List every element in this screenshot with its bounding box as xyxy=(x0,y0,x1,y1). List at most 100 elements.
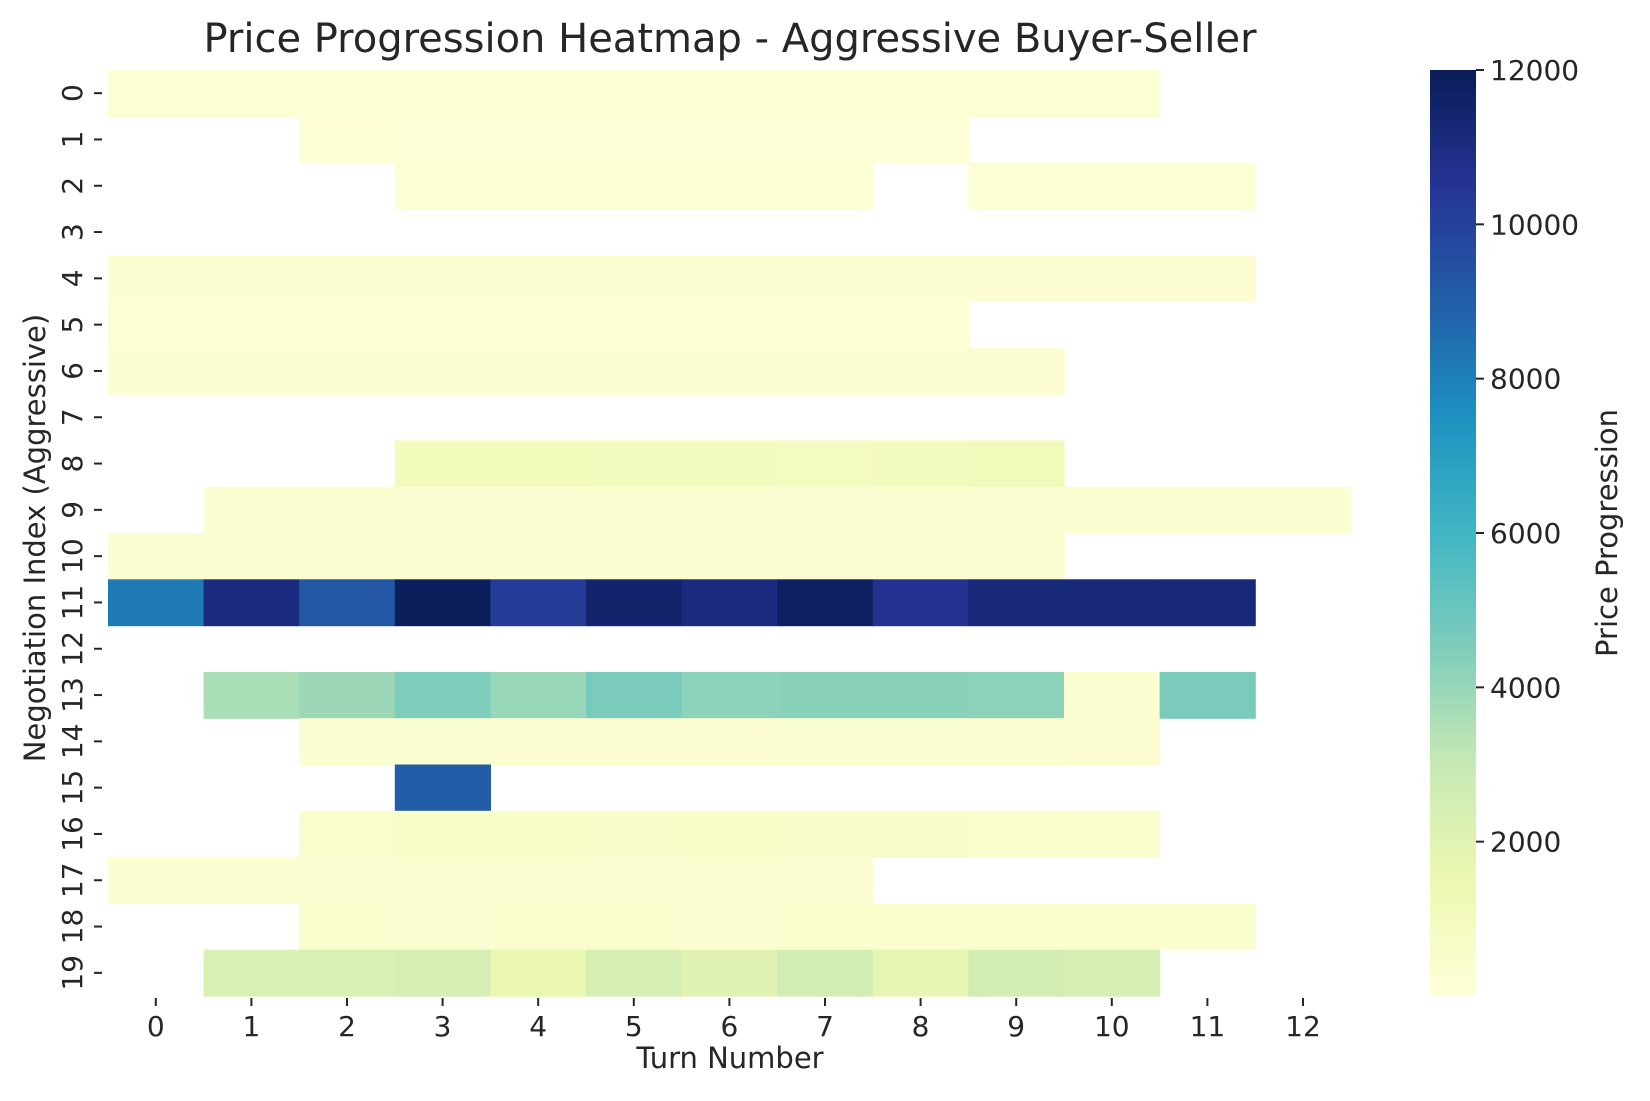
heatmap-cell xyxy=(299,857,396,904)
heatmap-cell xyxy=(681,718,778,766)
x-tick-label: 6 xyxy=(720,1010,738,1043)
heatmap-cell xyxy=(108,70,205,117)
x-tick-label: 9 xyxy=(1007,1010,1025,1043)
heatmap-cell xyxy=(681,347,778,395)
heatmap-cell xyxy=(968,162,1065,210)
heatmap-cell xyxy=(872,903,969,951)
heatmap-cell xyxy=(490,162,587,210)
heatmap-cell xyxy=(681,301,778,349)
heatmap-cell xyxy=(1064,162,1161,210)
y-axis-label: Negotiation Index (Aggressive) xyxy=(18,314,52,762)
heatmap-cell xyxy=(1159,162,1256,210)
y-tick-label: 4 xyxy=(56,269,89,287)
heatmap-cell xyxy=(394,810,491,858)
heatmap-cell xyxy=(681,255,778,303)
heatmap-cell xyxy=(394,949,491,997)
heatmap-cell xyxy=(299,671,396,719)
colorbar-tick-label: 6000 xyxy=(1490,517,1561,550)
heatmap-cell xyxy=(681,486,778,534)
y-tick-label: 7 xyxy=(56,408,89,426)
heatmap-cell xyxy=(203,671,300,719)
heatmap-cell xyxy=(586,255,683,303)
heatmap-cell xyxy=(203,255,300,303)
y-tick-label: 13 xyxy=(56,677,89,713)
heatmap-cell xyxy=(394,70,491,117)
heatmap-cell xyxy=(586,162,683,210)
heatmap-cell xyxy=(777,347,874,395)
heatmap-cell xyxy=(968,949,1065,997)
heatmap-cell xyxy=(777,486,874,534)
y-tick-label: 2 xyxy=(56,177,89,195)
heatmap-cell xyxy=(968,579,1065,627)
heatmap-cell xyxy=(1064,671,1161,719)
heatmap-cell xyxy=(394,903,491,951)
heatmap-cell xyxy=(1064,70,1161,117)
colorbar xyxy=(1430,70,1476,996)
x-tick-label: 12 xyxy=(1285,1010,1321,1043)
heatmap-cell xyxy=(586,718,683,766)
y-tick-label: 5 xyxy=(56,316,89,334)
y-tick-label: 3 xyxy=(56,223,89,241)
colorbar-tick-label: 2000 xyxy=(1490,826,1561,859)
heatmap-cell xyxy=(777,533,874,580)
y-tick-label: 16 xyxy=(56,816,89,852)
heatmap-cell xyxy=(777,579,874,627)
y-tick-label: 8 xyxy=(56,455,89,473)
heatmap-cell xyxy=(872,116,969,164)
y-tick-label: 11 xyxy=(56,585,89,621)
heatmap-cell xyxy=(203,301,300,349)
heatmap-cell xyxy=(968,533,1065,580)
x-tick-label: 8 xyxy=(912,1010,930,1043)
heatmap-cell xyxy=(681,70,778,117)
heatmap-cell xyxy=(777,255,874,303)
heatmap-cell xyxy=(872,301,969,349)
heatmap-cell xyxy=(586,671,683,719)
heatmap-cell xyxy=(872,486,969,534)
heatmap-cell xyxy=(872,533,969,580)
heatmap-cell xyxy=(108,301,205,349)
heatmap-cell xyxy=(586,70,683,117)
heatmap-cell xyxy=(1255,486,1352,534)
heatmap-cell xyxy=(299,116,396,164)
heatmap-cell xyxy=(490,486,587,534)
heatmap-cell xyxy=(1159,579,1256,627)
heatmap-cell xyxy=(1064,810,1161,858)
y-tick-label: 10 xyxy=(56,538,89,574)
heatmap-cell xyxy=(681,810,778,858)
heatmap-cell xyxy=(203,857,300,904)
heatmap-cell xyxy=(968,810,1065,858)
heatmap-cell xyxy=(586,857,683,904)
heatmap-cell xyxy=(394,116,491,164)
y-tick-label: 6 xyxy=(56,362,89,380)
x-tick-label: 7 xyxy=(816,1010,834,1043)
heatmap-cell xyxy=(490,255,587,303)
heatmap-cell xyxy=(490,440,587,488)
heatmap-cell xyxy=(681,533,778,580)
x-tick-label: 4 xyxy=(529,1010,547,1043)
heatmap-cell xyxy=(108,347,205,395)
heatmap-cell xyxy=(299,255,396,303)
heatmap-cell xyxy=(968,718,1065,766)
heatmap-cell xyxy=(299,718,396,766)
heatmap-cell xyxy=(394,671,491,719)
x-tick-label: 3 xyxy=(434,1010,452,1043)
heatmap-cell xyxy=(968,440,1065,488)
heatmap-cell xyxy=(299,949,396,997)
heatmap-cell xyxy=(681,579,778,627)
x-tick-label: 2 xyxy=(338,1010,356,1043)
heatmap-cell xyxy=(490,857,587,904)
heatmap-cell xyxy=(586,116,683,164)
colorbar-tick-label: 12000 xyxy=(1490,54,1579,87)
heatmap-cell xyxy=(203,70,300,117)
heatmap-cell xyxy=(968,70,1065,117)
heatmap-cell xyxy=(490,810,587,858)
heatmap-cell xyxy=(872,70,969,117)
heatmap-cell xyxy=(777,301,874,349)
heatmap-cell xyxy=(777,810,874,858)
heatmap-cell xyxy=(586,579,683,627)
heatmap-cell xyxy=(872,671,969,719)
heatmap-cell xyxy=(299,70,396,117)
x-axis: 0 1 2 3 4 5 6 7 8 9 10 11 12 xyxy=(147,998,1321,1043)
